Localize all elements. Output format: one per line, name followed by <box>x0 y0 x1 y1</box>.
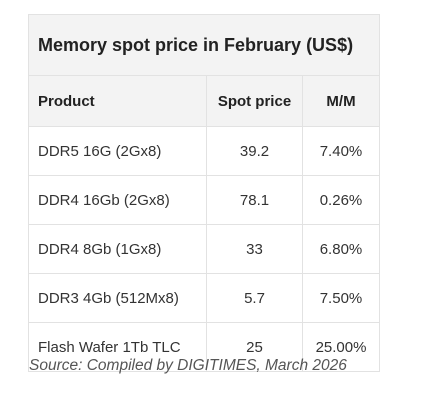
cell-product: Flash Wafer 1Tb TLC <box>28 322 207 372</box>
cell-mm: 7.50% <box>302 273 380 323</box>
cell-mm: 6.80% <box>302 224 380 274</box>
header-product: Product <box>28 75 207 127</box>
table-row: DDR3 4Gb (512Mx8) 5.7 7.50% <box>28 273 380 323</box>
cell-product: DDR5 16G (2Gx8) <box>28 126 207 176</box>
source-caption: Source: Compiled by DIGITIMES, March 202… <box>29 357 347 374</box>
cell-spot-price: 39.2 <box>206 126 303 176</box>
price-table-container: Memory spot price in February (US$) Prod… <box>28 14 380 372</box>
cell-product: DDR4 16Gb (2Gx8) <box>28 175 207 225</box>
table-row: DDR4 16Gb (2Gx8) 78.1 0.26% <box>28 175 380 225</box>
cell-spot-price: 33 <box>206 224 303 274</box>
cell-mm: 25.00% <box>302 322 380 372</box>
cell-mm: 0.26% <box>302 175 380 225</box>
table-row: DDR5 16G (2Gx8) 39.2 7.40% <box>28 126 380 176</box>
cell-spot-price: 5.7 <box>206 273 303 323</box>
table-title: Memory spot price in February (US$) <box>28 14 380 76</box>
cell-product: DDR3 4Gb (512Mx8) <box>28 273 207 323</box>
header-mm: M/M <box>302 75 380 127</box>
table-row: DDR4 8Gb (1Gx8) 33 6.80% <box>28 224 380 274</box>
memory-spot-price-table: Memory spot price in February (US$) Prod… <box>28 14 380 372</box>
cell-product: DDR4 8Gb (1Gx8) <box>28 224 207 274</box>
cell-mm: 7.40% <box>302 126 380 176</box>
cell-spot-price: 78.1 <box>206 175 303 225</box>
header-spot-price: Spot price <box>206 75 303 127</box>
table-row: Flash Wafer 1Tb TLC 25 25.00% <box>28 322 380 372</box>
table-title-row: Memory spot price in February (US$) <box>28 14 380 76</box>
table-header-row: Product Spot price M/M <box>28 75 380 127</box>
